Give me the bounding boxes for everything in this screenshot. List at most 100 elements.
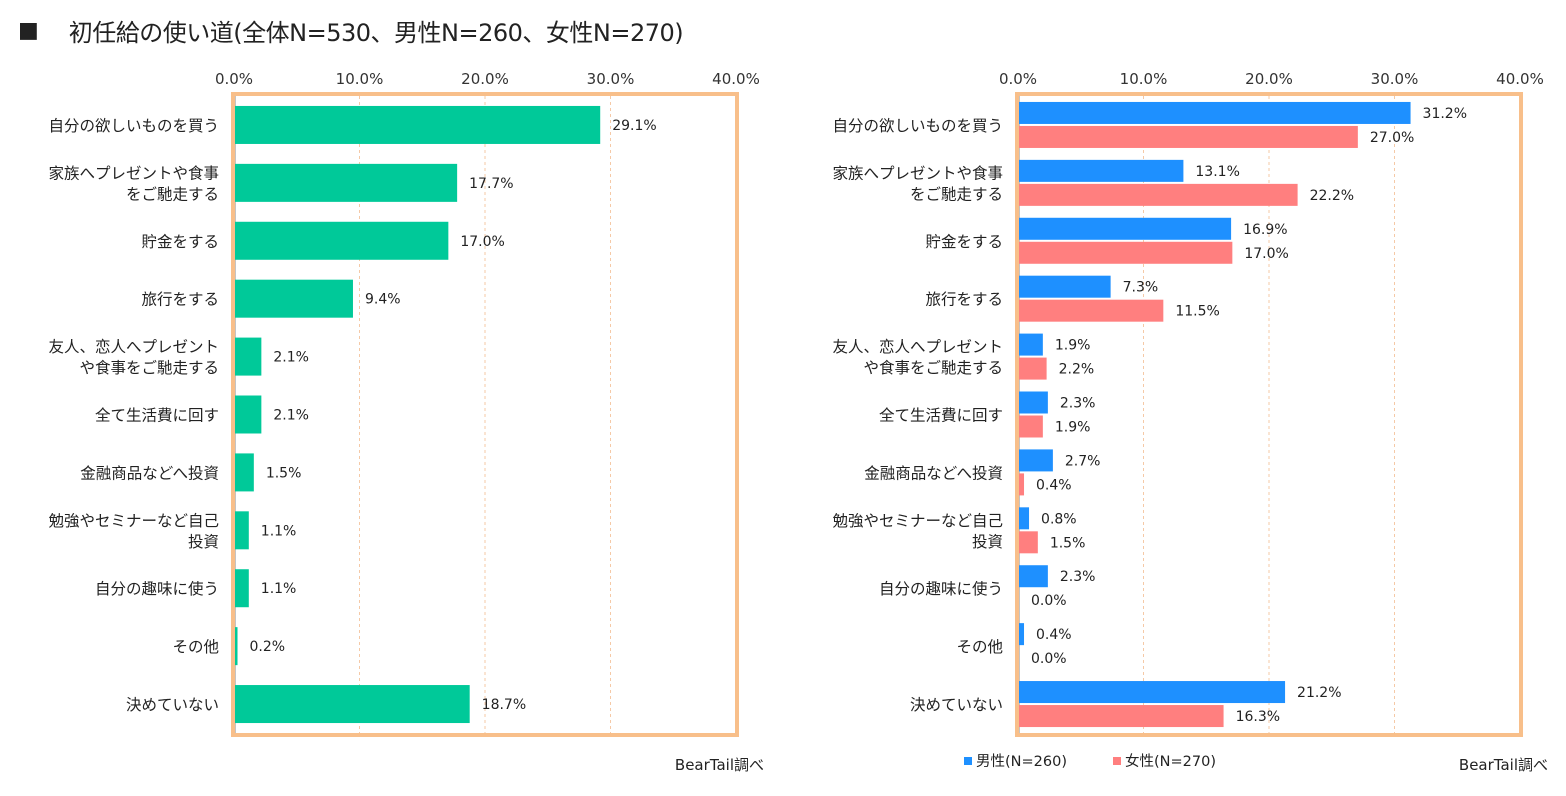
chart1-category-label: 自分の趣味に使う xyxy=(95,580,219,598)
title-square-icon: ■ xyxy=(18,17,39,43)
chart2-data-label: 2.7% xyxy=(1065,453,1101,469)
chart2-category-label: 旅行をする xyxy=(925,291,1003,309)
chart1-category-label: 家族へプレゼントや食事 xyxy=(48,164,219,182)
chart1-category-label: 自分の欲しいものを買う xyxy=(48,117,219,135)
chart2-data-label: 11.5% xyxy=(1175,304,1219,320)
chart2-bar-male xyxy=(1019,159,1184,182)
chart2-bar-female xyxy=(1019,125,1358,148)
chart1-source-note: BearTail調べ xyxy=(675,756,764,774)
chart1-data-label: 18.7% xyxy=(482,697,526,713)
chart1-category-label: 貯金をする xyxy=(141,233,219,251)
chart2-category-label: や食事をご馳走する xyxy=(863,359,1003,377)
chart2-category-label: 貯金をする xyxy=(925,233,1003,251)
chart2-data-label: 13.1% xyxy=(1195,164,1239,180)
chart2-bar-male xyxy=(1019,101,1411,124)
chart2-source-note: BearTail調べ xyxy=(1459,756,1548,774)
chart1-data-label: 2.1% xyxy=(273,350,309,366)
chart1-data-label: 9.4% xyxy=(365,292,401,308)
chart2-data-label: 2.3% xyxy=(1060,569,1096,585)
chart1-category-label: 決めていない xyxy=(126,696,219,714)
legend-swatch-male xyxy=(964,757,972,765)
chart1-x-tick-label: 10.0% xyxy=(336,70,384,88)
chart2-x-tick-label: 40.0% xyxy=(1496,70,1544,88)
chart1-data-label: 29.1% xyxy=(612,118,656,134)
chart2-bar-female xyxy=(1019,705,1224,728)
legend-label-female: 女性(N=270) xyxy=(1125,752,1216,770)
chart1-data-label: 1.1% xyxy=(261,523,297,539)
chart2-x-tick-label: 0.0% xyxy=(999,70,1037,88)
chart1-category-label: 旅行をする xyxy=(141,291,219,309)
chart1-category-label: 投資 xyxy=(188,533,219,551)
chart2-data-label: 22.2% xyxy=(1310,188,1354,204)
chart1-bar xyxy=(235,511,249,550)
chart2-data-label: 16.3% xyxy=(1236,709,1280,725)
chart1-frame xyxy=(231,92,739,737)
chart2-data-label: 0.0% xyxy=(1031,651,1067,667)
chart2-data-label: 2.2% xyxy=(1059,362,1095,378)
chart1-bar xyxy=(235,163,458,202)
legend-swatch-female xyxy=(1113,757,1121,765)
chart2-data-label: 2.3% xyxy=(1060,396,1096,412)
chart2-x-tick-label: 10.0% xyxy=(1120,70,1168,88)
chart2-bar-male xyxy=(1019,333,1043,356)
chart1-bar xyxy=(235,221,449,260)
chart2-bar-male xyxy=(1019,391,1048,414)
page-title: 初任給の使い道(全体N=530、男性N=260、女性N=270) xyxy=(68,18,684,47)
chart2-category-label: 自分の欲しいものを買う xyxy=(832,117,1003,135)
chart2-data-label: 7.3% xyxy=(1123,280,1159,296)
chart2-category-label: 決めていない xyxy=(910,696,1003,714)
page-header: ■ 初任給の使い道(全体N=530、男性N=260、女性N=270) xyxy=(18,10,684,50)
chart2-data-label: 0.0% xyxy=(1031,593,1067,609)
chart2-data-label: 0.8% xyxy=(1041,511,1077,527)
chart2-bar-female xyxy=(1019,241,1233,264)
chart1-bar xyxy=(235,569,249,608)
chart1-data-label: 1.1% xyxy=(261,581,297,597)
chart2-data-label: 1.5% xyxy=(1050,535,1086,551)
chart1-data-label: 17.0% xyxy=(460,234,504,250)
chart1-bar xyxy=(235,627,238,666)
chart2-data-label: 0.4% xyxy=(1036,627,1072,643)
chart1-bar xyxy=(235,337,262,376)
chart2-data-label: 27.0% xyxy=(1370,130,1414,146)
chart2-bar-female xyxy=(1019,473,1025,496)
chart2-bar-female xyxy=(1019,357,1047,380)
chart1-x-tick-label: 20.0% xyxy=(461,70,509,88)
chart2-category-label: 友人、恋人へプレゼント xyxy=(832,337,1003,356)
chart2-data-label: 0.4% xyxy=(1036,477,1072,493)
chart2-data-label: 31.2% xyxy=(1423,106,1467,122)
chart2-data-label: 1.9% xyxy=(1055,338,1091,354)
chart2-bar-male xyxy=(1019,623,1025,646)
chart2-frame xyxy=(1015,92,1523,737)
chart1-data-label: 1.5% xyxy=(266,465,302,481)
chart1-category-label: 勉強やセミナーなど自己 xyxy=(48,512,219,530)
chart2-data-label: 21.2% xyxy=(1297,685,1341,701)
chart1-bar xyxy=(235,685,470,724)
chart1-category-label: をご馳走する xyxy=(126,185,219,203)
chart2-data-label: 16.9% xyxy=(1243,222,1287,238)
chart2-category-label: 全て生活費に回す xyxy=(879,407,1003,425)
chart2-bar-male xyxy=(1019,507,1030,530)
chart2-category-label: 投資 xyxy=(972,533,1003,551)
chart1-bar xyxy=(235,105,601,144)
chart2-bar-male xyxy=(1019,449,1053,472)
legend-label-male: 男性(N=260) xyxy=(976,753,1067,770)
chart1-bar xyxy=(235,453,254,492)
chart1-data-label: 0.2% xyxy=(250,639,286,655)
chart2-bar-male xyxy=(1019,275,1111,298)
chart2-category-label: 家族へプレゼントや食事 xyxy=(832,164,1003,182)
chart1-x-tick-label: 30.0% xyxy=(587,70,635,88)
chart2-bar-female xyxy=(1019,415,1043,438)
chart1-x-tick-label: 40.0% xyxy=(712,70,760,88)
chart2-x-tick-label: 30.0% xyxy=(1371,70,1419,88)
chart2-bar-male xyxy=(1019,681,1286,704)
chart1-category-label: 友人、恋人へプレゼント xyxy=(48,337,219,356)
chart2-category-label: 勉強やセミナーなど自己 xyxy=(832,512,1003,530)
chart2-data-label: 1.9% xyxy=(1055,420,1091,436)
chart2-bar-female xyxy=(1019,183,1298,206)
chart1-bar xyxy=(235,395,262,434)
chart1-data-label: 17.7% xyxy=(469,176,513,192)
chart2-bar-male xyxy=(1019,565,1048,588)
chart2-data-label: 17.0% xyxy=(1244,246,1288,262)
chart2-category-label: 自分の趣味に使う xyxy=(879,580,1003,598)
